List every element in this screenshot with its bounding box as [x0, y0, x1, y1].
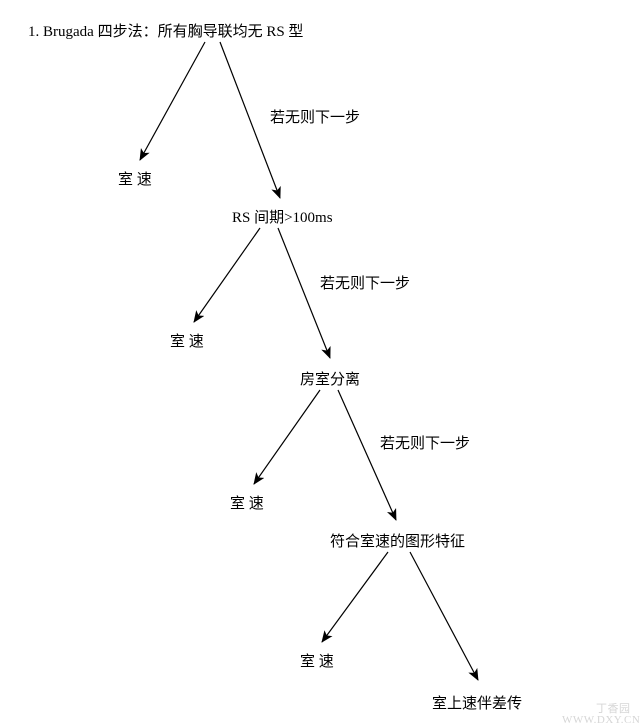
edge-label-1: 若无则下一步 [270, 106, 360, 127]
node-step-2: RS 间期>100ms [232, 206, 333, 227]
flowchart-canvas: 1. Brugada 四步法：所有胸导联均无 RS 型 室 速 RS 间期>10… [0, 0, 640, 727]
watermark-url: WWW.DXY.CN [562, 714, 640, 726]
node-step-3: 房室分离 [300, 368, 360, 389]
node-vt-2: 室 速 [170, 330, 204, 351]
node-step-4: 符合室速的图形特征 [330, 530, 465, 551]
diagram-title: 1. Brugada 四步法：所有胸导联均无 RS 型 [28, 20, 303, 41]
node-svt: 室上速伴差传 [432, 692, 522, 713]
node-vt-3: 室 速 [230, 492, 264, 513]
node-vt-1: 室 速 [118, 168, 152, 189]
node-vt-4: 室 速 [300, 650, 334, 671]
edge-label-2: 若无则下一步 [320, 272, 410, 293]
edge-label-3: 若无则下一步 [380, 432, 470, 453]
